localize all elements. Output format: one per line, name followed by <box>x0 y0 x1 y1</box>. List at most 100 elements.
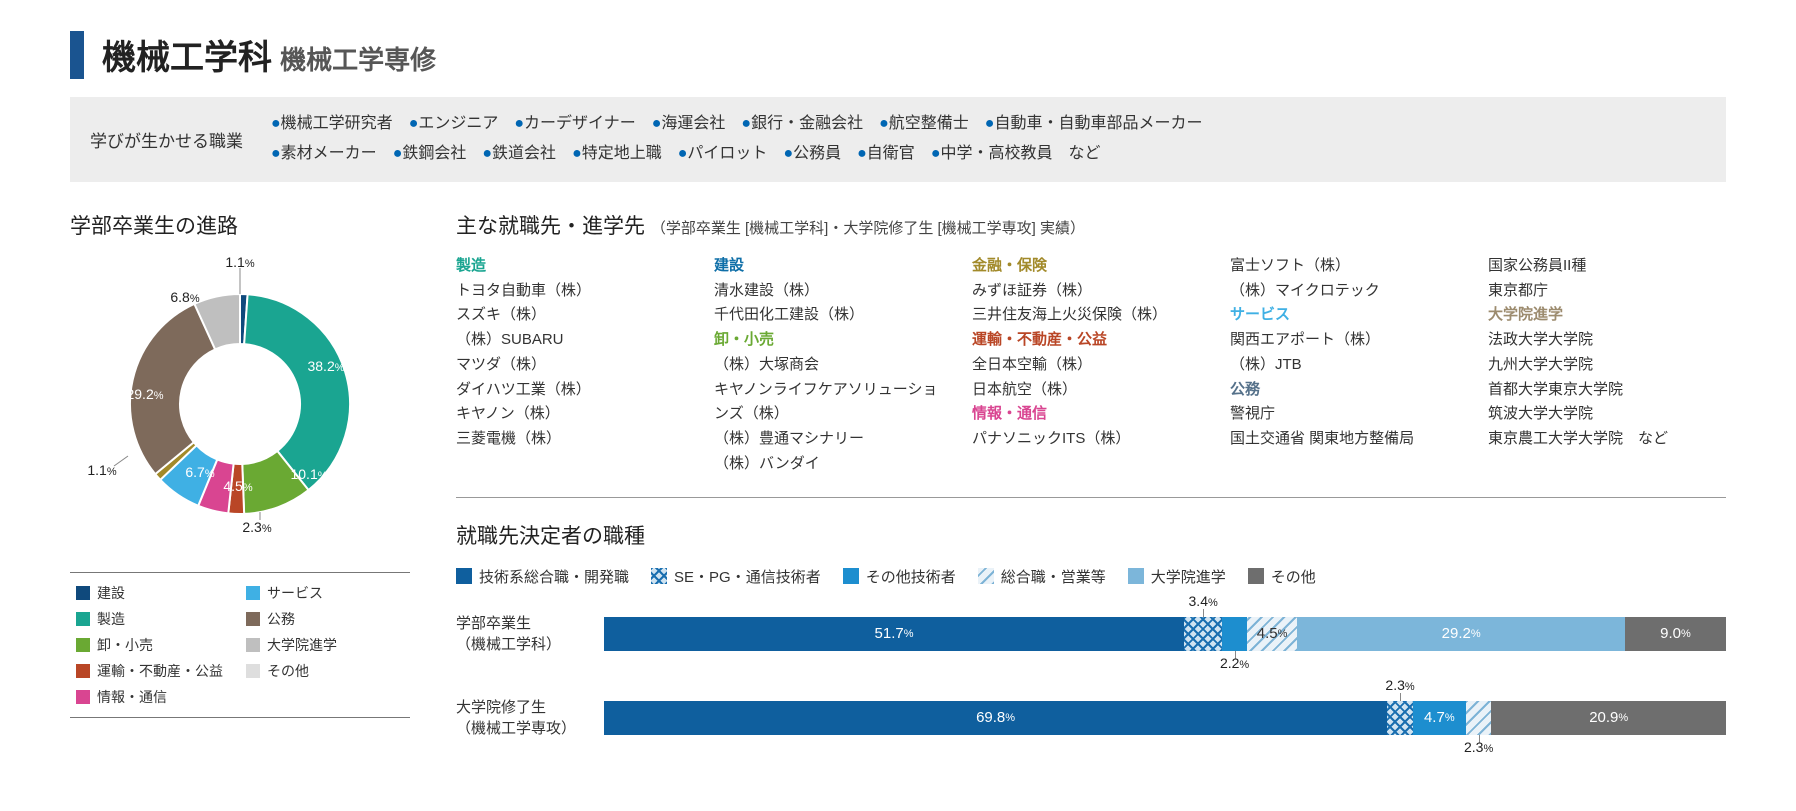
employers-column: 製造トヨタ自動車（株）スズキ（株）（株）SUBARUマツダ（株）ダイハツ工業（株… <box>456 254 694 477</box>
career-item: ●公務員 <box>783 145 857 162</box>
career-item: ●航空整備士 <box>879 115 985 132</box>
pie-legend-item: 公務 <box>246 609 404 629</box>
employer-item: 九州大学大学院 <box>1488 353 1726 378</box>
career-item: ●エンジニア <box>409 115 515 132</box>
pie-label: 6.7% <box>185 464 214 480</box>
dept-title: 機械工学科 <box>102 39 272 77</box>
bar-segment: 29.2% <box>1297 617 1625 651</box>
employer-category: 情報・通信 <box>972 402 1210 427</box>
employer-item: スズキ（株） <box>456 303 694 328</box>
bar-segment: 9.0% <box>1625 617 1726 651</box>
employer-item: 三菱電機（株） <box>456 427 694 452</box>
career-item: ●鉄道会社 <box>482 145 572 162</box>
employers-heading-main: 主な就職先・進学先 <box>456 215 645 238</box>
employer-item: 警視庁 <box>1230 402 1468 427</box>
employer-item: パナソニックITS（株） <box>972 427 1210 452</box>
pie-legend-item <box>246 687 404 707</box>
pie-label: 10.1% <box>290 466 327 482</box>
employer-item: 三井住友海上火災保険（株） <box>972 303 1210 328</box>
employer-item: キヤノンライフケアソリューションズ（株） <box>714 378 952 428</box>
bars-legend-item: その他技術者 <box>843 566 956 587</box>
employer-item: （株）豊通マシナリー <box>714 427 952 452</box>
bars-heading: 就職先決定者の職種 <box>456 520 1726 550</box>
career-item: ●素材メーカー <box>271 145 393 162</box>
employer-item: 東京都庁 <box>1488 279 1726 304</box>
employers-column: 富士ソフト（株）（株）マイクロテックサービス関西エアポート（株）（株）JTB公務… <box>1230 254 1468 477</box>
employer-item: 富士ソフト（株） <box>1230 254 1468 279</box>
employer-category: サービス <box>1230 303 1468 328</box>
pie-legend-item: 卸・小売 <box>76 635 234 655</box>
bars-chart: 学部卒業生（機械工学科）51.7%3.4%2.2%4.5%29.2%9.0% 大学… <box>456 613 1726 739</box>
employer-category: 建設 <box>714 254 952 279</box>
bar-callout: 3.4% <box>1189 593 1218 609</box>
pie-label: 1.1% <box>87 462 116 478</box>
employers-column: 国家公務員II種東京都庁大学院進学法政大学大学院九州大学大学院首都大学東京大学院… <box>1488 254 1726 477</box>
employer-item: ダイハツ工業（株） <box>456 378 694 403</box>
employer-category: 運輸・不動産・公益 <box>972 328 1210 353</box>
employer-category: 卸・小売 <box>714 328 952 353</box>
bar-segment: 4.7% <box>1413 701 1466 735</box>
bar-callout: 2.3% <box>1385 677 1414 693</box>
bar-track: 69.8%2.3%4.7%2.3%20.9% <box>604 701 1726 735</box>
employer-item: （株）JTB <box>1230 353 1468 378</box>
career-item: ●銀行・金融会社 <box>741 115 879 132</box>
careers-label: 学びが生かせる職業 <box>90 127 243 152</box>
employers-grid: 製造トヨタ自動車（株）スズキ（株）（株）SUBARUマツダ（株）ダイハツ工業（株… <box>456 254 1726 498</box>
bar-segment: 4.5% <box>1247 617 1297 651</box>
bar-segment <box>1387 701 1413 735</box>
bar-row: 学部卒業生（機械工学科）51.7%3.4%2.2%4.5%29.2%9.0% <box>456 613 1726 655</box>
pie-label: 6.8% <box>170 289 199 305</box>
career-item: ●特定地上職 <box>572 145 678 162</box>
employer-item: 清水建設（株） <box>714 279 952 304</box>
career-item: ●機械工学研究者 <box>271 115 409 132</box>
bar-segment <box>1222 617 1247 651</box>
accent-bar <box>70 31 84 79</box>
bar-segment <box>1466 701 1492 735</box>
bar-row: 大学院修了生（機械工学専攻） 69.8%2.3%4.7%2.3%20.9% <box>456 697 1726 739</box>
career-item: ●海運会社 <box>652 115 742 132</box>
employer-item: マツダ（株） <box>456 353 694 378</box>
careers-bar: 学びが生かせる職業 ●機械工学研究者 ●エンジニア ●カーデザイナー ●海運会社… <box>70 97 1726 182</box>
careers-suffix: など <box>1069 145 1101 162</box>
bar-track: 51.7%3.4%2.2%4.5%29.2%9.0% <box>604 617 1726 651</box>
employer-item: 関西エアポート（株） <box>1230 328 1468 353</box>
employer-item: 日本航空（株） <box>972 378 1210 403</box>
pie-legend-item: 大学院進学 <box>246 635 404 655</box>
careers-list: ●機械工学研究者 ●エンジニア ●カーデザイナー ●海運会社 ●銀行・金融会社 … <box>271 109 1218 170</box>
employer-category: 公務 <box>1230 378 1468 403</box>
bar-segment: 20.9% <box>1491 701 1725 735</box>
employer-category: 金融・保険 <box>972 254 1210 279</box>
bar-callout: 2.3% <box>1464 739 1493 755</box>
career-item: ●カーデザイナー <box>514 115 651 132</box>
donut-chart: 1.1%6.8%38.2%29.2%10.1%6.7%4.5%2.3%1.1% <box>90 254 390 554</box>
pie-label: 2.3% <box>242 519 271 535</box>
employer-item: 国土交通省 関東地方整備局 <box>1230 427 1468 452</box>
employer-item: （株）大塚商会 <box>714 353 952 378</box>
bar-segment: 51.7% <box>604 617 1184 651</box>
employer-item: 国家公務員II種 <box>1488 254 1726 279</box>
pie-label: 29.2% <box>126 386 163 402</box>
employer-item: トヨタ自動車（株） <box>456 279 694 304</box>
pie-label: 4.5% <box>223 478 252 494</box>
pie-legend-item: 運輸・不動産・公益 <box>76 661 234 681</box>
pie-legend-item: 製造 <box>76 609 234 629</box>
pie-legend-item: 情報・通信 <box>76 687 234 707</box>
employer-item: 法政大学大学院 <box>1488 328 1726 353</box>
career-item: ●自衛官 <box>857 145 931 162</box>
career-item: ●自動車・自動車部品メーカー <box>985 115 1219 132</box>
employer-item: 千代田化工建設（株） <box>714 303 952 328</box>
bars-legend-item: SE・PG・通信技術者 <box>651 566 821 587</box>
pie-legend-item: その他 <box>246 661 404 681</box>
employer-category: 大学院進学 <box>1488 303 1726 328</box>
bar-row-label: 大学院修了生（機械工学専攻） <box>456 697 586 739</box>
bars-legend-item: 総合職・営業等 <box>978 566 1106 587</box>
employer-item: （株）SUBARU <box>456 328 694 353</box>
bar-segment <box>1184 617 1222 651</box>
employer-item: 東京農工大学大学院 など <box>1488 427 1726 452</box>
bars-legend-item: その他 <box>1248 566 1316 587</box>
employers-column: 金融・保険みずほ証券（株）三井住友海上火災保険（株）運輸・不動産・公益全日本空輸… <box>972 254 1210 477</box>
employer-item: （株）マイクロテック <box>1230 279 1468 304</box>
pie-legend-item: 建設 <box>76 583 234 603</box>
pie-legend-item: サービス <box>246 583 404 603</box>
bar-callout: 2.2% <box>1220 655 1249 671</box>
